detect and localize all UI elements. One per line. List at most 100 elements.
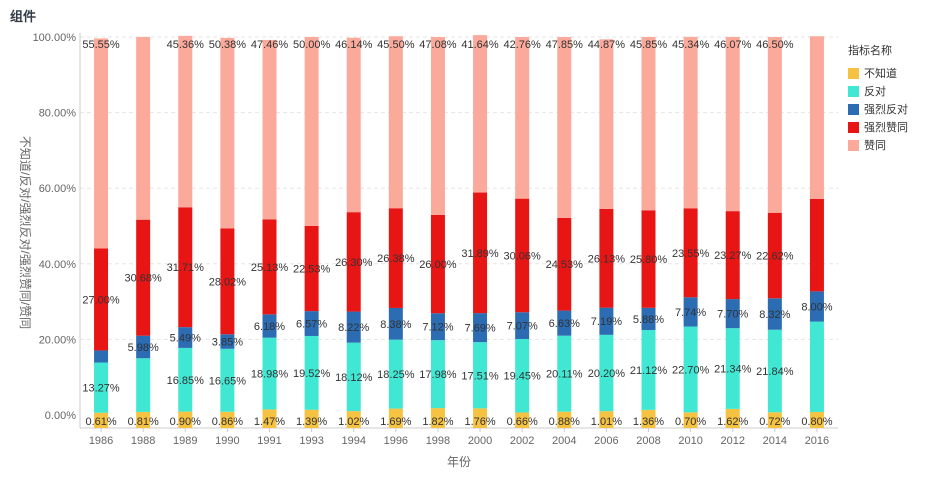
data-label: 17.98% (419, 369, 457, 381)
bar-segment (220, 411, 235, 428)
bar-segment (304, 225, 319, 312)
data-label: 8.00% (801, 302, 832, 314)
legend-swatch (848, 67, 859, 79)
bar-segment (557, 217, 572, 311)
data-label: 8.38% (380, 319, 411, 331)
bar-segment (136, 335, 151, 359)
bar-segment (809, 411, 824, 428)
data-label: 1.47% (254, 416, 285, 428)
data-label: 55.55% (82, 39, 120, 51)
bar-segment (94, 38, 109, 249)
bar-segment (725, 328, 740, 409)
data-label: 46.50% (756, 39, 794, 51)
x-tick-label: 1986 (89, 435, 113, 447)
data-label: 50.00% (293, 39, 331, 51)
data-label: 1.36% (633, 416, 664, 428)
x-tick-label: 2000 (468, 435, 492, 447)
data-label: 7.07% (507, 321, 538, 333)
data-label: 5.88% (633, 314, 664, 326)
data-label: 27.00% (82, 294, 120, 306)
data-label: 26.00% (419, 259, 457, 271)
bar-segment (557, 335, 572, 412)
data-label: 20.11% (546, 369, 583, 381)
data-label: 21.12% (630, 365, 668, 377)
x-tick-label: 2010 (678, 435, 702, 447)
bar-segment (473, 408, 488, 428)
bar-segment (599, 39, 614, 209)
data-label: 22.53% (293, 264, 331, 276)
legend-item-agree[interactable]: 赞同 (848, 136, 908, 154)
legend-item-strongly-oppose[interactable]: 强烈反对 (848, 100, 908, 118)
legend-swatch (848, 103, 859, 115)
legend: 指标名称 不知道 反对 强烈反对 强烈赞同 赞同 (848, 42, 908, 154)
data-label: 6.63% (549, 318, 580, 330)
data-label: 1.62% (717, 416, 748, 428)
legend-label: 反对 (864, 86, 886, 98)
bar-segment (683, 326, 698, 413)
data-label: 0.86% (212, 416, 243, 428)
data-label: 1.69% (380, 416, 411, 428)
bar-segment (515, 312, 530, 339)
bar-segment (641, 330, 656, 410)
x-tick-label: 1998 (426, 435, 450, 447)
data-label: 46.14% (335, 39, 373, 51)
bar-segment (725, 408, 740, 428)
bar-segment (178, 207, 193, 328)
data-label: 42.76% (504, 39, 542, 51)
bar-segment (262, 337, 277, 410)
bar-segment (220, 334, 235, 349)
data-label: 45.36% (167, 39, 205, 51)
bar-segment (557, 411, 572, 428)
stacked-bar-chart: 0.00% 20.00% 40.00% 60.00% 80.00% 100.00% 0.61… (18, 32, 838, 469)
bar-segment (809, 36, 824, 199)
data-label: 31.89% (461, 248, 499, 260)
bar-segment (725, 37, 740, 212)
bar-segment (178, 35, 193, 208)
bar-segment (599, 334, 614, 412)
data-label: 6.57% (296, 319, 327, 331)
data-label: 8.22% (338, 322, 369, 334)
legend-item-oppose[interactable]: 反对 (848, 82, 908, 100)
bar-segment (767, 212, 782, 299)
bar-segment (346, 212, 361, 312)
bar-segment (641, 409, 656, 428)
chart-title: 组件 (10, 9, 37, 24)
x-tick-label: 2004 (552, 435, 576, 447)
legend-item-dont-know[interactable]: 不知道 (848, 64, 908, 82)
bar-segment (262, 409, 277, 428)
data-label: 25.80% (630, 254, 668, 266)
bar-segment (515, 198, 530, 313)
data-label: 1.82% (422, 416, 453, 428)
x-axis-title: 年份 (447, 455, 471, 469)
data-label: 45.85% (630, 39, 668, 51)
bar-segment (599, 411, 614, 428)
data-label: 46.07% (714, 39, 752, 51)
bar-segment (346, 411, 361, 428)
x-tick-label: 2012 (720, 435, 744, 447)
data-label: 26.38% (377, 253, 415, 265)
bar-segment (178, 347, 193, 412)
bar-segment (683, 208, 698, 298)
bar-segment (599, 208, 614, 308)
data-label: 16.85% (167, 375, 205, 387)
y-tick-label: 0.00% (45, 410, 76, 422)
bar-segment (725, 299, 740, 329)
y-tick-label: 40.00% (39, 259, 77, 271)
x-tick-label: 1996 (384, 435, 408, 447)
bar-segment (515, 338, 530, 413)
bar-segment (641, 210, 656, 308)
data-label: 1.02% (338, 416, 369, 428)
legend-item-strongly-agree[interactable]: 强烈赞同 (848, 118, 908, 136)
legend-label: 不知道 (864, 68, 897, 80)
data-label: 19.52% (293, 368, 331, 380)
data-label: 18.25% (377, 369, 415, 381)
bar-segment (430, 37, 445, 215)
bar-segment (220, 37, 235, 229)
bar-segment (599, 307, 614, 335)
bar-segment (178, 411, 193, 428)
data-label: 22.70% (672, 364, 710, 376)
bar-segment (136, 36, 151, 220)
data-label: 23.27% (714, 250, 752, 262)
bar-segment (515, 37, 530, 199)
x-tick-label: 2014 (763, 435, 787, 447)
